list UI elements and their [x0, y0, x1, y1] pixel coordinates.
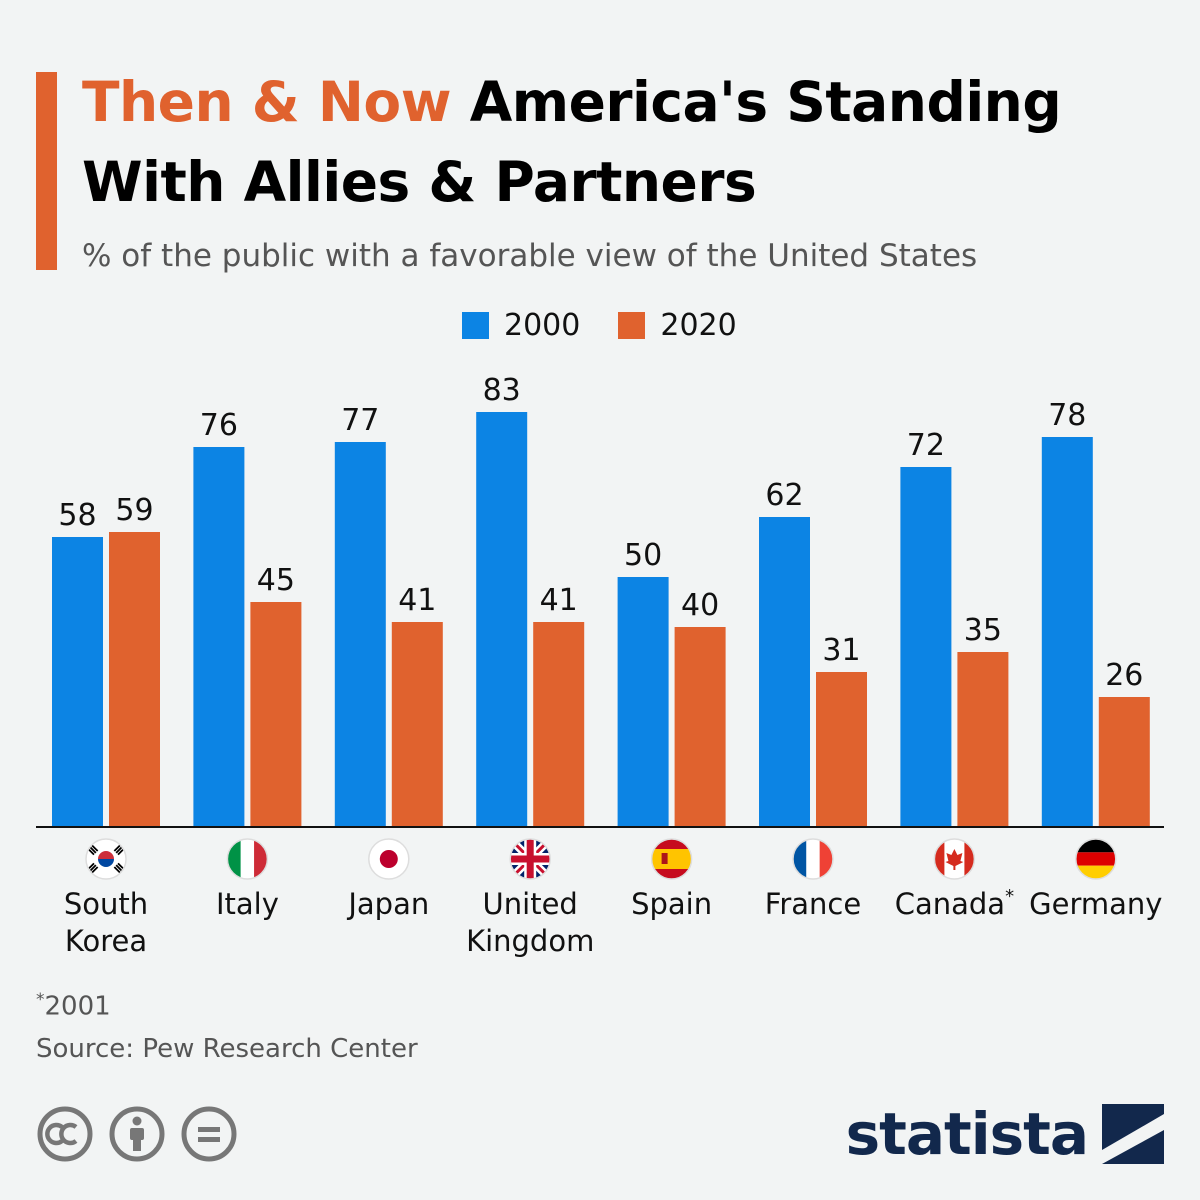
bar-2020	[674, 627, 726, 827]
license-icons	[36, 1105, 252, 1163]
bar-2020	[957, 652, 1009, 827]
chart-subtitle: % of the public with a favorable view of…	[82, 238, 978, 274]
data-label: 35	[964, 613, 1002, 648]
category-label: South	[64, 887, 148, 921]
bar-2020	[109, 532, 160, 827]
data-label: 83	[483, 373, 521, 408]
data-label: 26	[1105, 658, 1143, 693]
brand-wordmark: statista	[845, 1100, 1089, 1168]
bar-2000	[759, 517, 810, 827]
data-label: 76	[200, 408, 238, 443]
legend-label-2020: 2020	[660, 308, 737, 343]
attribution-icon[interactable]	[108, 1105, 166, 1163]
legend-item-2000: 2000	[462, 308, 580, 343]
bar-2020	[816, 672, 867, 827]
footnote: *2001	[36, 990, 111, 1022]
data-label: 50	[624, 538, 662, 573]
title-highlight: Then & Now	[82, 70, 452, 134]
bar-2000	[900, 467, 952, 827]
data-label: 72	[907, 428, 945, 463]
bar-2020	[533, 622, 585, 827]
category-label: Spain	[631, 887, 712, 921]
bar-2000	[52, 537, 103, 827]
creative-commons-icon[interactable]	[36, 1105, 94, 1163]
bar-2000	[193, 447, 245, 827]
category-label: Japan	[346, 887, 429, 921]
data-label: 78	[1048, 398, 1086, 433]
statista-logo-icon	[1102, 1104, 1164, 1164]
data-label: 59	[115, 493, 153, 528]
category-label: United	[483, 887, 578, 921]
data-label: 77	[341, 403, 379, 438]
south-korea-flag-icon	[85, 838, 127, 880]
footnote-text: 2001	[44, 991, 111, 1022]
legend-swatch-2020	[618, 312, 646, 339]
canada-flag-icon	[933, 838, 976, 880]
source-note: Source: Pew Research Center	[36, 1034, 418, 1064]
france-flag-icon	[792, 838, 834, 880]
category-label: France	[765, 887, 861, 921]
germany-flag-icon	[1075, 838, 1117, 880]
bar-2000	[617, 577, 669, 827]
data-label: 31	[822, 633, 860, 668]
data-label: 40	[681, 588, 719, 623]
data-label: 45	[257, 563, 295, 598]
title-main: America's Standing With Allies & Partner…	[82, 70, 1062, 214]
footnote-mark: *	[36, 990, 45, 1010]
category-label: Germany	[1029, 887, 1162, 921]
italy-flag-icon	[226, 838, 269, 880]
title-accent-bar	[36, 72, 57, 270]
category-label: Italy	[216, 887, 279, 921]
no-derivatives-icon[interactable]	[180, 1105, 238, 1163]
bar-2000	[334, 442, 386, 827]
bar-2020	[1098, 697, 1150, 827]
data-label: 58	[58, 498, 96, 533]
uk-flag-icon	[509, 838, 551, 880]
bar-2000	[476, 412, 528, 827]
bar-2020	[250, 602, 302, 827]
bar-2000	[1041, 437, 1093, 827]
legend-label-2000: 2000	[504, 308, 581, 343]
legend-swatch-2000	[462, 312, 489, 339]
japan-flag-icon	[368, 838, 410, 880]
chart-title: Then & Now America's Standing With Allie…	[82, 62, 1182, 222]
data-label: 41	[398, 583, 436, 618]
category-label: Kingdom	[466, 924, 594, 958]
legend: 2000 2020	[462, 308, 775, 343]
data-label: 41	[540, 583, 578, 618]
data-label: 62	[765, 478, 803, 513]
category-label: Korea	[65, 924, 147, 958]
statista-logo[interactable]: statista	[846, 1100, 1164, 1168]
bar-2020	[391, 622, 443, 827]
spain-flag-icon	[650, 838, 693, 880]
legend-item-2020: 2020	[618, 308, 737, 343]
category-label: Canada*	[895, 886, 1014, 921]
